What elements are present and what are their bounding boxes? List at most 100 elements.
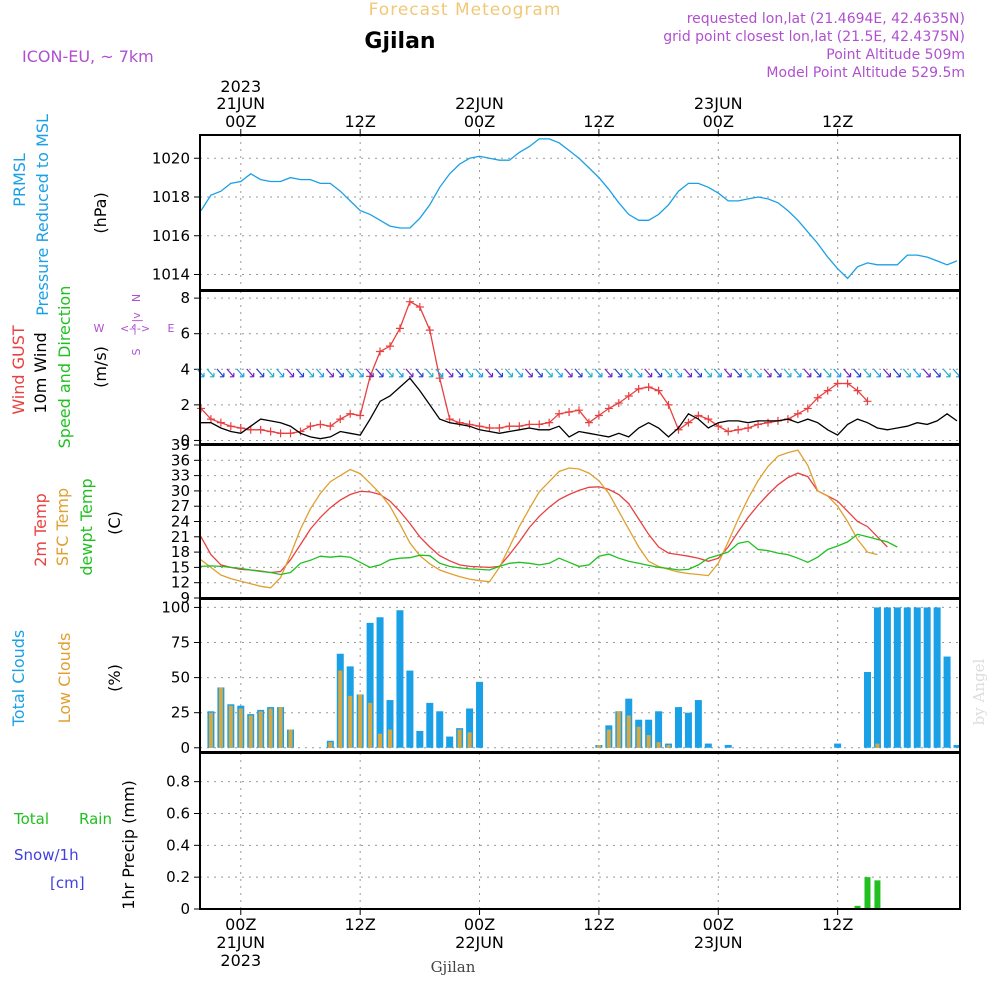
wind-direction-arrow (773, 368, 782, 378)
wind-direction-arrow (494, 368, 504, 378)
series-line-2m-temp (200, 472, 888, 574)
wind-unit: (m/s) (91, 346, 110, 388)
compass-e: E (168, 322, 175, 335)
wind-direction-arrow (485, 368, 494, 378)
wind-direction-arrow (604, 368, 613, 378)
bar-low-clouds (218, 687, 223, 748)
bar-total-rain (854, 905, 861, 909)
gust-marker (594, 411, 603, 420)
wind-direction-arrow (544, 368, 553, 378)
cloud-unit: (%) (105, 664, 124, 692)
bar-total-clouds (724, 744, 732, 748)
wind-direction-arrow (614, 368, 623, 378)
gust-marker (575, 406, 584, 415)
bar-total-clouds (376, 617, 384, 748)
ytick-label-wind: 6 (180, 325, 190, 343)
gust-marker (843, 379, 852, 388)
wind-direction-arrow (723, 368, 732, 378)
wind-direction-arrow (534, 368, 543, 378)
ytick-label-precip: 0.2 (166, 868, 190, 886)
gust-marker (236, 423, 245, 432)
gust-marker (445, 415, 454, 424)
bar-low-clouds (208, 712, 213, 748)
wind-direction-arrow (226, 368, 235, 378)
wind-direction-arrow (246, 368, 255, 378)
wind-direction-arrow (504, 368, 513, 378)
wind-direction-arrow (355, 368, 364, 378)
gust-marker (694, 411, 703, 420)
bar-low-clouds (875, 743, 880, 748)
gust-marker (584, 418, 593, 427)
gust-marker (734, 425, 743, 434)
wind-direction-arrow (375, 368, 384, 378)
wind-direction-arrow (435, 368, 444, 378)
gust-marker (793, 409, 802, 418)
gust-marker (316, 420, 325, 429)
bar-total-clouds (426, 702, 434, 748)
wind-direction-arrow (743, 368, 752, 378)
ytick-label-temp: 18 (171, 543, 190, 561)
pressure-unit: (hPa) (91, 192, 110, 233)
gust-marker (803, 404, 812, 413)
bar-total-clouds (674, 707, 682, 748)
ytick-label-temp: 9 (180, 589, 190, 607)
gust-marker (326, 422, 335, 431)
series-line-wind-gust (200, 300, 868, 434)
wind-direction-arrow (872, 368, 882, 378)
bar-low-clouds (368, 702, 373, 748)
wind-direction-arrow (942, 368, 951, 378)
wind-direction-arrow (763, 368, 772, 378)
precip-label-total: Total (13, 810, 49, 828)
bar-total-clouds (704, 743, 712, 748)
ytick-label-clouds: 100 (161, 598, 190, 616)
gust-marker (724, 427, 733, 436)
gust-marker (863, 397, 872, 406)
cloud-label-a: Total Clouds (9, 630, 28, 728)
bar-low-clouds (378, 733, 383, 748)
bottom-axis-label: 12Z (822, 915, 853, 934)
gust-marker (356, 411, 365, 420)
wind-direction-arrow (703, 368, 712, 378)
bar-total-clouds (883, 607, 891, 748)
gust-marker (376, 347, 385, 356)
wind-direction-arrow (564, 368, 573, 378)
ytick-label-wind: 0 (180, 431, 190, 449)
bar-low-clouds (358, 694, 363, 748)
ytick-label-temp: 15 (171, 558, 190, 576)
bar-total-clouds (893, 607, 901, 748)
bar-total-clouds (366, 622, 374, 748)
ytick-label-precip: 0.4 (166, 836, 190, 854)
gust-marker (654, 386, 663, 395)
bottom-axis-label: 00Z (225, 915, 256, 934)
gust-marker (435, 374, 444, 383)
gust-marker (535, 420, 544, 429)
ytick-label-pressure: 1018 (152, 188, 190, 206)
top-axis-label: 12Z (583, 112, 614, 131)
ytick-label-wind: 8 (180, 289, 190, 307)
top-axis-label: 00Z (703, 112, 734, 131)
model-altitude: Model Point Altitude 529.5m (766, 65, 965, 81)
temp-label-c: dewpt Temp (77, 478, 96, 575)
gust-marker (346, 409, 355, 418)
panel-frame-wind (199, 290, 961, 445)
gust-marker (704, 415, 713, 424)
gust-marker (505, 422, 514, 431)
panel-clouds: 0 25 50 75 100 (161, 598, 961, 757)
gust-marker (306, 422, 315, 431)
wind-direction-arrow (952, 368, 961, 378)
bar-low-clouds (636, 726, 641, 748)
bar-total-clouds (406, 670, 414, 748)
bar-total-rain (864, 877, 871, 909)
bar-low-clouds (606, 729, 611, 748)
gust-marker (833, 379, 842, 388)
wind-direction-arrow (514, 368, 523, 378)
wind-direction-arrow (335, 368, 344, 378)
wind-direction-arrow (932, 368, 941, 378)
bar-total-clouds (694, 700, 702, 748)
wind-label-c: Speed and Direction (55, 286, 74, 449)
wind-direction-arrow (315, 368, 324, 378)
wind-direction-arrow (266, 368, 275, 378)
wind-direction-arrow (912, 368, 921, 378)
bar-total-clouds (873, 607, 881, 748)
bar-low-clouds (656, 742, 661, 748)
